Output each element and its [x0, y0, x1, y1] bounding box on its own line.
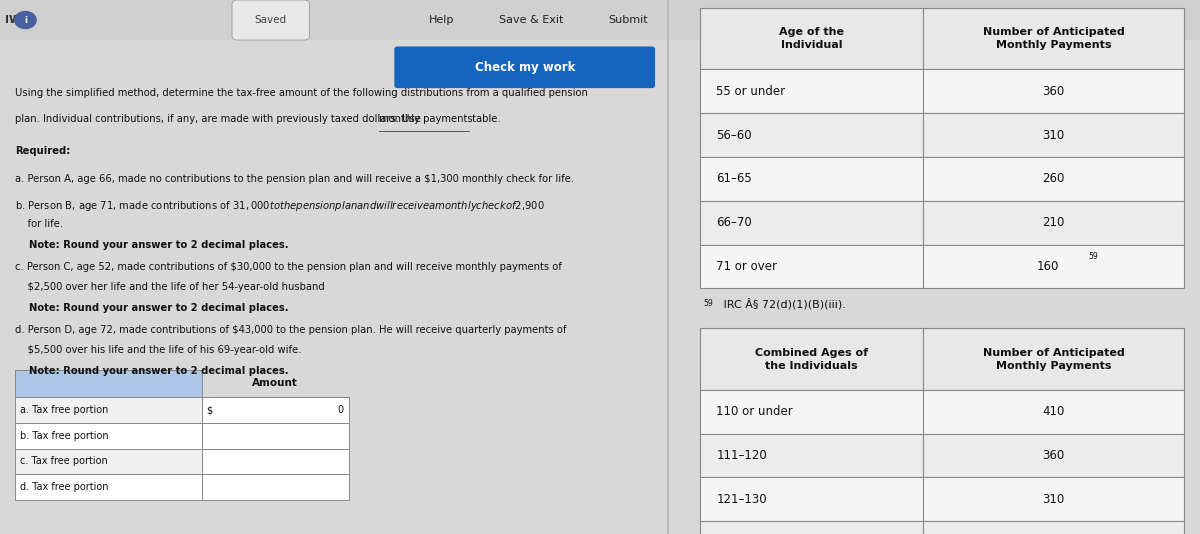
Text: IRC Â§ 72(d)(1)(B)(iii).: IRC Â§ 72(d)(1)(B)(iii).	[720, 298, 846, 310]
Text: 360: 360	[1043, 449, 1064, 462]
Text: 56–60: 56–60	[716, 129, 752, 142]
Text: 410: 410	[1043, 405, 1064, 418]
Bar	[923, 8, 1184, 69]
Text: Required:: Required:	[14, 146, 70, 156]
Text: 310: 310	[1043, 129, 1064, 142]
Text: Save & Exit: Save & Exit	[499, 15, 564, 25]
Text: 55 or under: 55 or under	[716, 85, 785, 98]
Text: Submit: Submit	[608, 15, 648, 25]
Bar	[701, 245, 923, 288]
Text: plan. Individual contributions, if any, are made with previously taxed dollars. : plan. Individual contributions, if any, …	[14, 114, 424, 124]
Bar	[701, 113, 923, 157]
Text: Check my work: Check my work	[474, 61, 575, 74]
Text: Amount: Amount	[252, 379, 299, 388]
Text: b. Tax free portion: b. Tax free portion	[20, 431, 109, 441]
Text: d. Person D, age 72, made contributions of $43,000 to the pension plan. He will : d. Person D, age 72, made contributions …	[14, 325, 566, 335]
Text: a. Tax free portion: a. Tax free portion	[20, 405, 108, 415]
Bar	[701, 157, 923, 201]
Text: $: $	[206, 405, 212, 415]
Bar	[923, 245, 1184, 288]
Text: Saved: Saved	[254, 15, 287, 25]
Text: 360: 360	[1043, 85, 1064, 98]
Bar	[14, 370, 162, 397]
Text: $2,500 over her life and the life of her 54-year-old husband: $2,500 over her life and the life of her…	[14, 282, 324, 293]
Bar	[14, 474, 202, 500]
Text: i: i	[24, 15, 26, 25]
Bar	[14, 397, 202, 423]
Bar	[701, 477, 923, 521]
Bar	[701, 390, 923, 434]
Text: c. Tax free portion: c. Tax free portion	[20, 457, 108, 466]
Bar	[701, 434, 923, 477]
Bar	[923, 477, 1184, 521]
Text: Number of Anticipated
Monthly Payments: Number of Anticipated Monthly Payments	[983, 27, 1124, 50]
Text: Number of Anticipated
Monthly Payments: Number of Anticipated Monthly Payments	[983, 348, 1124, 371]
Text: 61–65: 61–65	[716, 172, 752, 185]
Text: d. Tax free portion: d. Tax free portion	[20, 482, 108, 492]
Circle shape	[14, 11, 36, 28]
Bar	[923, 434, 1184, 477]
Bar	[701, 521, 923, 534]
Bar	[923, 328, 1184, 390]
Bar	[923, 201, 1184, 245]
Text: 71 or over: 71 or over	[716, 260, 778, 273]
Bar	[701, 69, 923, 113]
Text: 0: 0	[337, 405, 343, 415]
Text: a. Person A, age 66, made no contributions to the pension plan and will receive : a. Person A, age 66, made no contributio…	[14, 174, 574, 184]
Bar	[0, 0, 668, 40]
Text: Note: Round your answer to 2 decimal places.: Note: Round your answer to 2 decimal pla…	[14, 303, 288, 313]
Text: monthly payments: monthly payments	[379, 114, 473, 124]
Bar	[701, 201, 923, 245]
Bar	[923, 390, 1184, 434]
Bar	[202, 449, 349, 474]
Text: 160: 160	[1037, 260, 1060, 273]
Bar	[668, 0, 1200, 40]
Bar	[923, 113, 1184, 157]
Text: for life.: for life.	[14, 219, 62, 230]
Bar	[701, 8, 923, 69]
Bar	[14, 370, 202, 397]
Text: table.: table.	[469, 114, 500, 124]
Text: 59: 59	[1088, 253, 1098, 261]
Text: b. Person B, age 71, made contributions of $31,000 to the pension plan and will : b. Person B, age 71, made contributions …	[14, 199, 545, 213]
Text: IW: IW	[5, 15, 22, 25]
Text: Combined Ages of
the Individuals: Combined Ages of the Individuals	[755, 348, 868, 371]
Text: $5,500 over his life and the life of his 69-year-old wife.: $5,500 over his life and the life of his…	[14, 345, 301, 356]
Bar	[923, 521, 1184, 534]
Text: 66–70: 66–70	[716, 216, 752, 229]
Text: 260: 260	[1043, 172, 1064, 185]
Text: 310: 310	[1043, 493, 1064, 506]
Text: Note: Round your answer to 2 decimal places.: Note: Round your answer to 2 decimal pla…	[14, 240, 288, 250]
Text: Note: Round your answer to 2 decimal places.: Note: Round your answer to 2 decimal pla…	[14, 366, 288, 376]
Text: 210: 210	[1043, 216, 1064, 229]
FancyBboxPatch shape	[395, 46, 655, 88]
Bar	[202, 474, 349, 500]
Bar	[701, 328, 923, 390]
Bar	[14, 423, 202, 449]
Bar	[202, 397, 349, 423]
FancyBboxPatch shape	[232, 0, 310, 40]
Text: Help: Help	[428, 15, 454, 25]
Bar	[923, 69, 1184, 113]
Text: 111–120: 111–120	[716, 449, 767, 462]
Bar	[14, 449, 202, 474]
Text: Using the simplified method, determine the tax-free amount of the following dist: Using the simplified method, determine t…	[14, 88, 588, 98]
Text: 59: 59	[703, 299, 713, 308]
Text: Age of the
Individual: Age of the Individual	[779, 27, 844, 50]
Text: 121–130: 121–130	[716, 493, 767, 506]
Bar	[923, 157, 1184, 201]
Text: 110 or under: 110 or under	[716, 405, 793, 418]
Bar	[202, 423, 349, 449]
Text: c. Person C, age 52, made contributions of $30,000 to the pension plan and will : c. Person C, age 52, made contributions …	[14, 262, 562, 272]
